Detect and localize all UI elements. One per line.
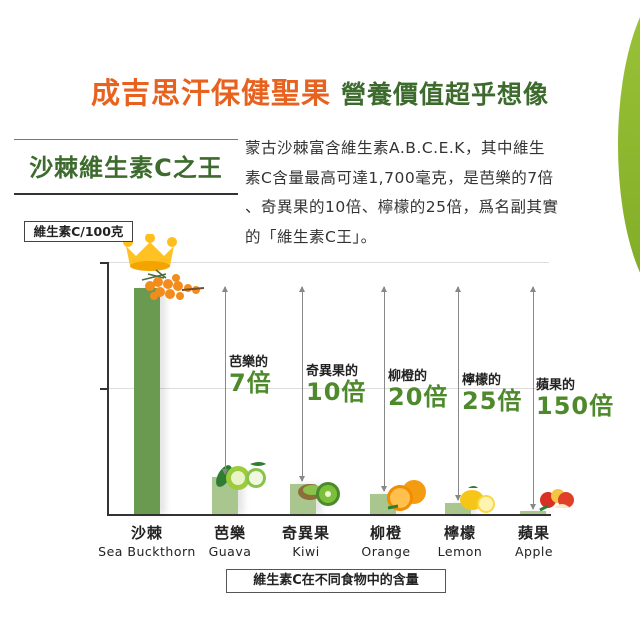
sea-buckthorn-fruit-icon — [141, 269, 205, 300]
y-axis-label: 維生素C/100克 — [24, 221, 133, 242]
comparison-arrow-apple — [530, 286, 536, 510]
x-axis — [107, 514, 551, 516]
multiplier-value: 25倍 — [462, 387, 523, 415]
multiplier-orange: 柳橙的 20倍 — [388, 365, 448, 410]
multiplier-label: 芭樂的 — [229, 355, 269, 370]
bar-sea-buckthorn — [134, 288, 160, 514]
category-label-en: Guava — [208, 544, 252, 559]
gridline-middle — [109, 388, 549, 389]
multiplier-value: 150倍 — [536, 392, 615, 420]
bar-apple — [520, 511, 546, 514]
chart-caption: 維生素C在不同食物中的含量 — [226, 569, 446, 593]
multiplier-kiwi: 奇異果的 10倍 — [306, 360, 366, 405]
comparison-arrow-lemon — [455, 286, 461, 501]
category-label-en: Apple — [514, 544, 554, 559]
multiplier-value: 20倍 — [388, 383, 449, 411]
paragraph-line: 、奇異果的10倍、檸檬的25倍，爲名副其實 — [245, 198, 559, 216]
multiplier-label: 檸檬的 — [462, 373, 502, 388]
category-label-en: Orange — [361, 544, 411, 559]
category-label-en: Lemon — [437, 544, 483, 559]
title-main: 成吉思汗保健聖果 — [90, 76, 331, 110]
multiplier-lemon: 檸檬的 25倍 — [462, 369, 522, 414]
divider-bottom — [14, 193, 238, 195]
category-orange: 柳橙 Orange — [348, 522, 424, 559]
category-label-en: Kiwi — [292, 544, 320, 559]
y-tick-top — [100, 262, 108, 264]
multiplier-value: 7倍 — [229, 369, 272, 397]
multiplier-label: 柳橙的 — [388, 369, 428, 384]
comparison-arrow-kiwi — [299, 286, 305, 482]
category-guava: 芭樂 Guava — [195, 522, 265, 559]
multiplier-apple: 蘋果的 150倍 — [536, 374, 614, 419]
multiplier-guava: 芭樂的 7倍 — [229, 351, 272, 396]
comparison-arrow-orange — [381, 286, 387, 492]
multiplier-label: 奇異果的 — [306, 364, 359, 379]
category-sea-buckthorn: 沙棘 Sea Buckthorn — [77, 522, 217, 559]
multiplier-label: 蘋果的 — [536, 378, 576, 393]
category-label-en: Sea Buckthorn — [98, 544, 196, 559]
category-label-zh: 沙棘 — [130, 524, 163, 542]
paragraph-line: 的「維生素C王」。 — [245, 227, 377, 246]
paragraph-line: 蒙古沙棘富含維生素A.B.C.E.K，其中維生 — [245, 139, 545, 157]
y-axis — [107, 262, 109, 516]
title-sub: 營養價值超乎想像 — [341, 80, 550, 109]
category-label-zh: 奇異果 — [281, 524, 330, 542]
page-title: 成吉思汗保健聖果 營養價值超乎想像 — [0, 70, 640, 112]
category-kiwi: 奇異果 Kiwi — [268, 522, 344, 559]
multiplier-value: 10倍 — [306, 378, 367, 406]
orange-fruit-icon — [387, 480, 426, 511]
comparison-arrow-guava — [222, 286, 228, 475]
bar-lemon — [445, 503, 471, 514]
category-lemon: 檸檬 Lemon — [422, 522, 498, 559]
y-tick-middle — [100, 388, 108, 390]
description-paragraph: 蒙古沙棘富含維生素A.B.C.E.K，其中維生 素C含量最高可達1,700毫克，… — [245, 134, 615, 252]
kiwi-fruit-icon — [298, 482, 340, 506]
category-label-zh: 芭樂 — [213, 524, 246, 542]
guava-fruit-icon — [216, 462, 266, 490]
category-label-zh: 蘋果 — [517, 524, 550, 542]
gridline-top — [109, 262, 549, 263]
paragraph-line: 素C含量最高可達1,700毫克，是芭樂的7倍 — [245, 168, 554, 187]
divider-top — [14, 139, 238, 140]
apple-fruit-icon — [539, 489, 574, 512]
category-label-zh: 柳橙 — [369, 524, 402, 542]
section-subtitle: 沙棘維生素C之王 — [29, 154, 223, 182]
category-apple: 蘋果 Apple — [496, 522, 572, 559]
category-label-zh: 檸檬 — [443, 524, 476, 542]
lemon-fruit-icon — [460, 486, 495, 513]
decorative-green-crescent — [618, 0, 640, 310]
